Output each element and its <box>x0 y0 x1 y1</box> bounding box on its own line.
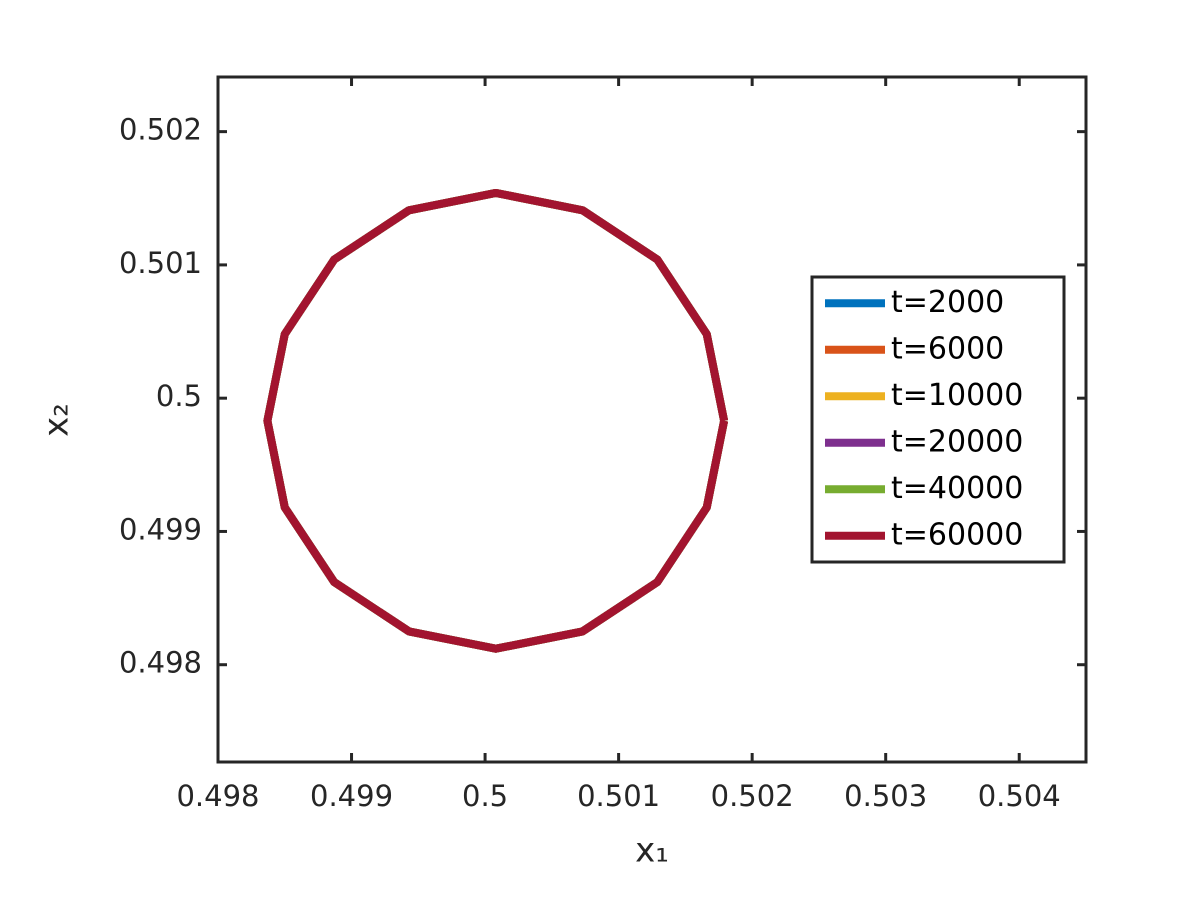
y-axis-label: x₂ <box>37 403 77 437</box>
y-tick-label: 0.499 <box>119 512 202 546</box>
legend-label: t=60000 <box>891 517 1023 552</box>
y-tick-label: 0.5 <box>156 379 202 413</box>
x-tick-label: 0.498 <box>176 779 259 813</box>
x-tick-label: 0.499 <box>310 779 393 813</box>
y-tick-label: 0.501 <box>119 246 202 280</box>
legend-label: t=40000 <box>891 471 1023 506</box>
y-tick-label: 0.502 <box>119 113 202 147</box>
legend-label: t=6000 <box>891 331 1004 366</box>
x-axis-label: x₁ <box>635 831 669 871</box>
x-tick-label: 0.5 <box>462 779 508 813</box>
axes-box <box>216 75 1088 764</box>
x-tick-label: 0.503 <box>844 779 927 813</box>
legend-label: t=2000 <box>891 285 1004 320</box>
x-tick-label: 0.504 <box>978 779 1061 813</box>
series-line <box>263 188 729 653</box>
y-tick-label: 0.498 <box>119 646 202 680</box>
legend-label: t=10000 <box>891 378 1023 413</box>
legend-box <box>810 275 1066 564</box>
x-tick-label: 0.501 <box>577 779 660 813</box>
legend-label: t=20000 <box>891 424 1023 459</box>
x-tick-label: 0.502 <box>711 779 794 813</box>
